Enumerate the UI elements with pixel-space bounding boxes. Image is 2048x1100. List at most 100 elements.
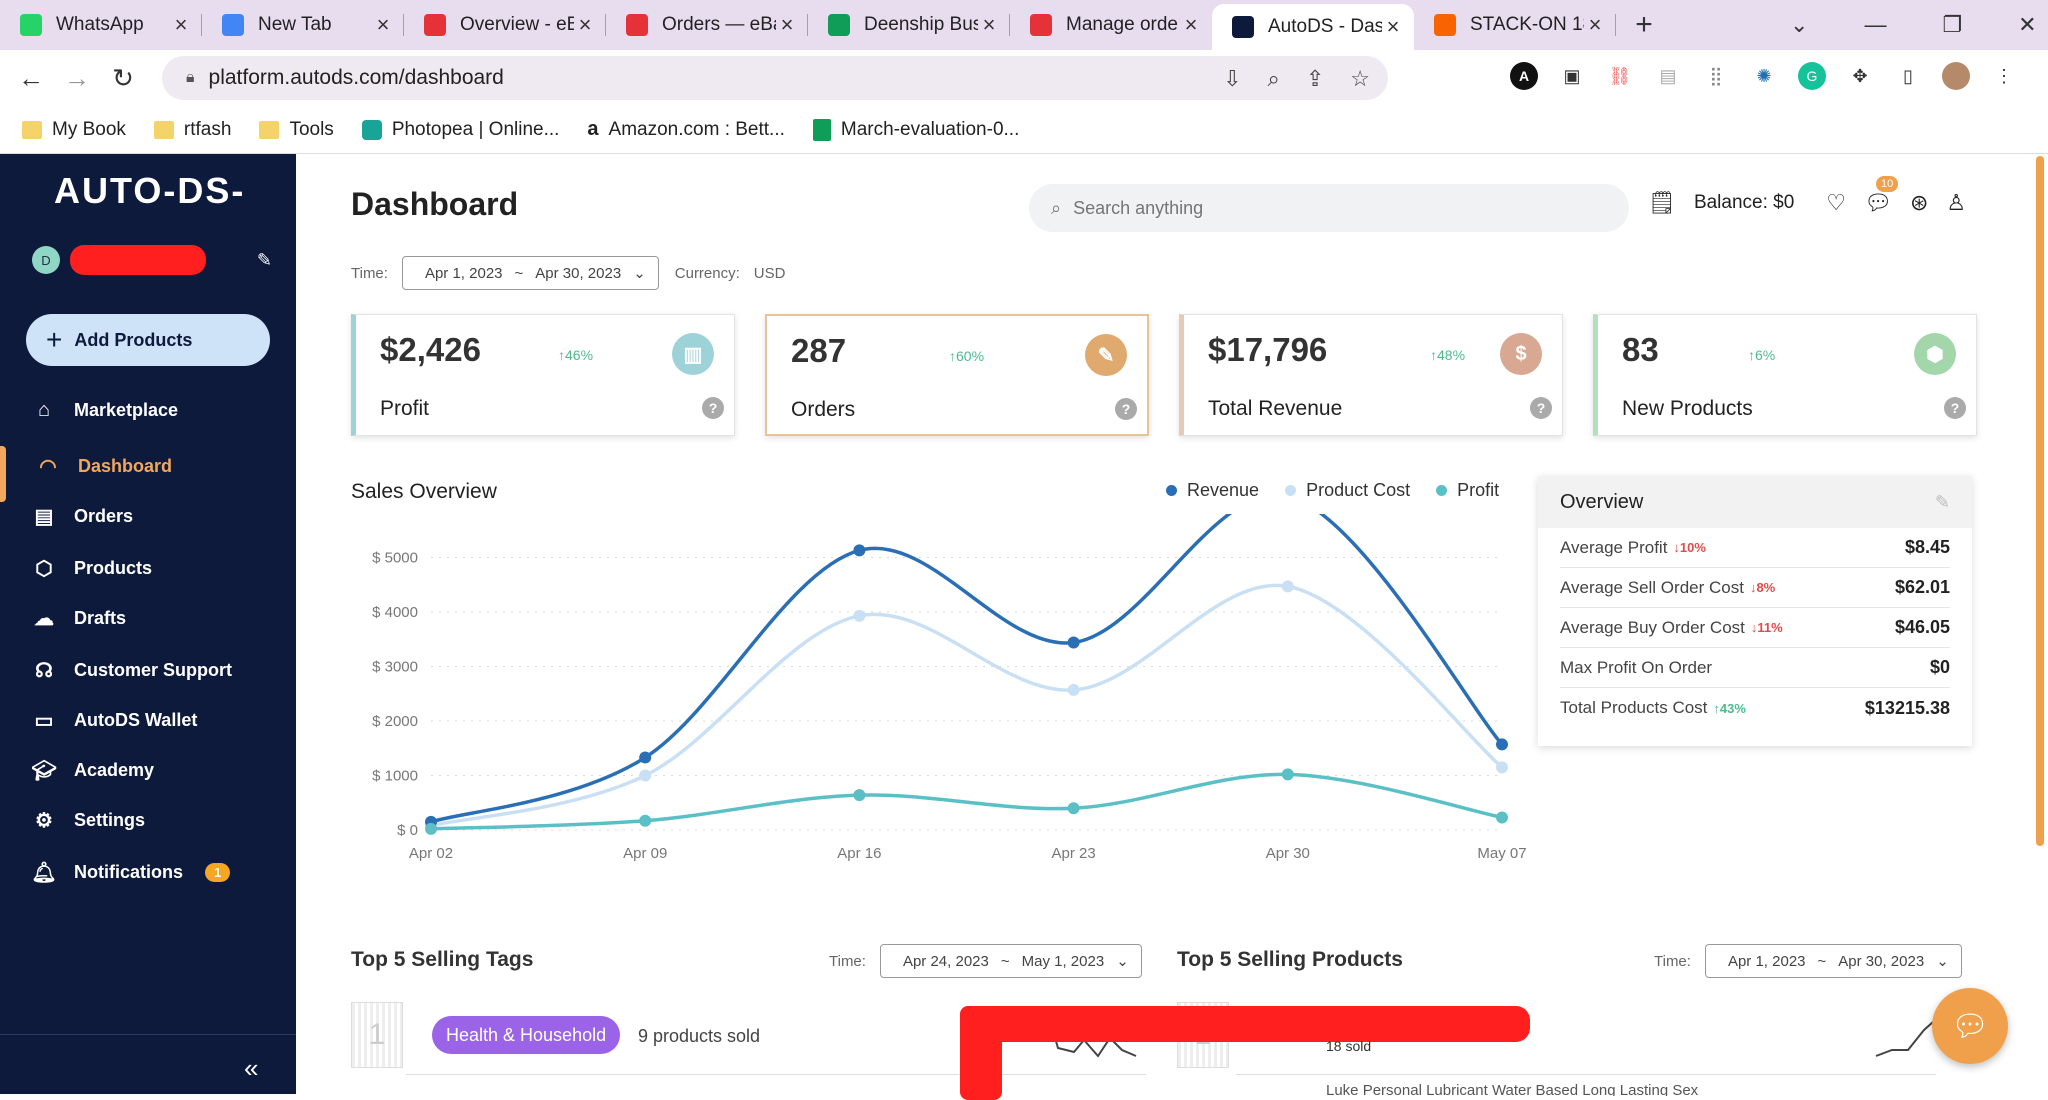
forward-icon[interactable]: →: [64, 62, 90, 93]
zoom-icon[interactable]: ⌕: [1267, 66, 1280, 91]
data-point-product-cost[interactable]: [1067, 683, 1080, 696]
restore-icon[interactable]: ❐: [1942, 12, 1963, 37]
legend-item[interactable]: Revenue: [1166, 480, 1259, 501]
page-scrollbar[interactable]: [2036, 156, 2044, 846]
browser-tab[interactable]: Manage orde ×: [1010, 0, 1212, 50]
add-products-button[interactable]: + Add Products: [26, 314, 270, 366]
bookmark-item[interactable]: My Book: [22, 119, 126, 141]
data-point-product-cost[interactable]: [853, 609, 866, 622]
browser-tab[interactable]: Overview - eB ×: [404, 0, 606, 50]
data-point-revenue[interactable]: [639, 751, 652, 764]
sidebar-item-notifications[interactable]: 🔔︎ Notifications 1: [31, 852, 231, 892]
search-box[interactable]: ⌕: [1029, 184, 1629, 232]
pencil-icon[interactable]: ✎: [256, 249, 272, 270]
close-window-icon[interactable]: ✕: [2018, 12, 2037, 37]
sidebar-item-customer-support[interactable]: ☊ Customer Support: [32, 650, 232, 690]
chat-support-button[interactable]: 💬︎: [1932, 988, 2008, 1064]
tab-search-icon[interactable]: ⌄: [1790, 12, 1809, 37]
help-icon[interactable]: ?: [1115, 398, 1137, 420]
bookmark-item[interactable]: Photopea | Online...: [361, 119, 559, 141]
extension-grid-icon[interactable]: ⣿: [1709, 65, 1723, 86]
help-lifebuoy-icon[interactable]: ⊛: [1909, 190, 1929, 215]
reload-icon[interactable]: ↻: [112, 62, 134, 93]
wallet-balance-icon[interactable]: 🗒︎: [1648, 190, 1676, 215]
help-icon[interactable]: ?: [702, 397, 724, 419]
edit-icon[interactable]: ✎: [1934, 491, 1950, 512]
currency-value[interactable]: USD: [753, 264, 786, 282]
close-tab-icon[interactable]: ×: [1184, 12, 1198, 37]
omnibox[interactable]: 🔒︎ platform.autods.com/dashboard ⇩ ⌕ ⇪ ☆: [162, 56, 1388, 100]
data-point-profit[interactable]: [425, 822, 437, 835]
sidebar-item-academy[interactable]: 🎓︎ Academy: [31, 750, 154, 790]
date-range-picker[interactable]: Apr 1, 2023 ~ Apr 30, 2023 ⌄: [401, 256, 659, 290]
data-point-revenue[interactable]: [853, 544, 866, 557]
sidebar-item-marketplace[interactable]: ⌂ Marketplace: [32, 390, 178, 430]
sidebar-item-products[interactable]: ⬡ Products: [32, 548, 152, 588]
legend-item[interactable]: Product Cost: [1285, 480, 1410, 501]
data-point-profit[interactable]: [1496, 811, 1508, 824]
back-icon[interactable]: ←: [18, 62, 44, 93]
bookmark-item[interactable]: Tools: [259, 119, 334, 141]
date-range-picker[interactable]: Apr 24, 2023 ~ May 1, 2023 ⌄: [879, 944, 1142, 978]
close-tab-icon[interactable]: ×: [982, 12, 996, 37]
close-tab-icon[interactable]: ×: [1386, 14, 1400, 39]
bookmark-item[interactable]: rtfash: [153, 119, 231, 141]
browser-tab[interactable]: New Tab ×: [202, 0, 404, 50]
data-point-product-cost[interactable]: [1281, 580, 1294, 593]
browser-tab[interactable]: STACK-ON 18 ×: [1414, 0, 1616, 50]
sidebar-item-settings[interactable]: ⚙ Settings: [32, 800, 145, 840]
user-avatar[interactable]: D: [32, 246, 60, 274]
heart-icon[interactable]: ♡: [1826, 190, 1847, 215]
sidepanel-icon[interactable]: ▯: [1903, 65, 1913, 86]
date-range-picker[interactable]: Apr 1, 2023 ~ Apr 30, 2023 ⌄: [1704, 944, 1962, 978]
install-icon[interactable]: ⇩: [1223, 66, 1242, 91]
browser-tab[interactable]: Deenship Bus ×: [808, 0, 1010, 50]
extension-tool-icon[interactable]: ▤: [1659, 65, 1677, 86]
help-icon[interactable]: ?: [1530, 397, 1552, 419]
extension-image-icon[interactable]: ▣: [1563, 65, 1581, 86]
share-icon[interactable]: ⇪: [1305, 66, 1325, 91]
bookmark-item[interactable]: March-evaluation-0...: [812, 118, 1019, 141]
close-tab-icon[interactable]: ×: [780, 12, 794, 37]
sidebar-item-drafts[interactable]: ☁ Drafts: [32, 598, 126, 638]
bookmark-star-icon[interactable]: ☆: [1350, 66, 1370, 91]
data-point-profit[interactable]: [1281, 768, 1294, 781]
new-tab-icon[interactable]: +: [1635, 8, 1653, 41]
extension-a-icon[interactable]: A: [1510, 62, 1538, 90]
profile-avatar[interactable]: [1942, 62, 1970, 90]
tag-pill[interactable]: Health & Household: [432, 1016, 621, 1054]
extension-plug-icon[interactable]: ⛓: [1608, 65, 1632, 86]
close-tab-icon[interactable]: ×: [174, 12, 188, 37]
browser-tab[interactable]: WhatsApp ×: [0, 0, 202, 50]
close-tab-icon[interactable]: ×: [376, 12, 390, 37]
extension-grammarly-icon[interactable]: G: [1798, 62, 1826, 90]
extensions-puzzle-icon[interactable]: ✥: [1852, 65, 1868, 86]
close-tab-icon[interactable]: ×: [1588, 12, 1602, 37]
chrome-menu-icon[interactable]: ⋮: [1995, 65, 2013, 86]
data-point-profit[interactable]: [853, 789, 866, 802]
extension-globe-icon[interactable]: ✺: [1756, 65, 1772, 86]
bookmark-item[interactable]: a Amazon.com : Bett...: [587, 118, 784, 141]
search-input[interactable]: [1073, 197, 1574, 219]
messages-icon[interactable]: 💬︎ 10: [1864, 176, 1899, 216]
browser-tab[interactable]: AutoDS - Das ×: [1212, 4, 1414, 50]
browser-tab[interactable]: Orders — eBa ×: [606, 0, 808, 50]
minimize-icon[interactable]: —: [1864, 12, 1887, 37]
data-point-profit[interactable]: [639, 814, 652, 827]
data-point-revenue[interactable]: [1067, 636, 1080, 649]
data-point-product-cost[interactable]: [639, 769, 652, 782]
help-icon[interactable]: ?: [1944, 397, 1966, 419]
sidebar-item-dashboard[interactable]: ◠ Dashboard: [36, 446, 172, 486]
balance-text[interactable]: Balance: $0: [1693, 192, 1795, 213]
sidebar-item-orders[interactable]: ▤ Orders: [32, 496, 133, 536]
close-tab-icon[interactable]: ×: [578, 12, 592, 37]
sidebar-item-autods-wallet[interactable]: ▭ AutoDS Wallet: [32, 700, 198, 740]
data-point-product-cost[interactable]: [1496, 761, 1508, 774]
product-name[interactable]: Luke Personal Lubricant Water Based Long…: [1326, 1082, 1699, 1096]
collapse-sidebar-icon[interactable]: «: [244, 1053, 259, 1083]
chat-icon: 💬︎: [1950, 1009, 1990, 1043]
legend-item[interactable]: Profit: [1436, 480, 1499, 501]
user-icon[interactable]: ♙: [1946, 190, 1967, 215]
data-point-profit[interactable]: [1067, 802, 1080, 815]
data-point-revenue[interactable]: [1496, 738, 1508, 751]
